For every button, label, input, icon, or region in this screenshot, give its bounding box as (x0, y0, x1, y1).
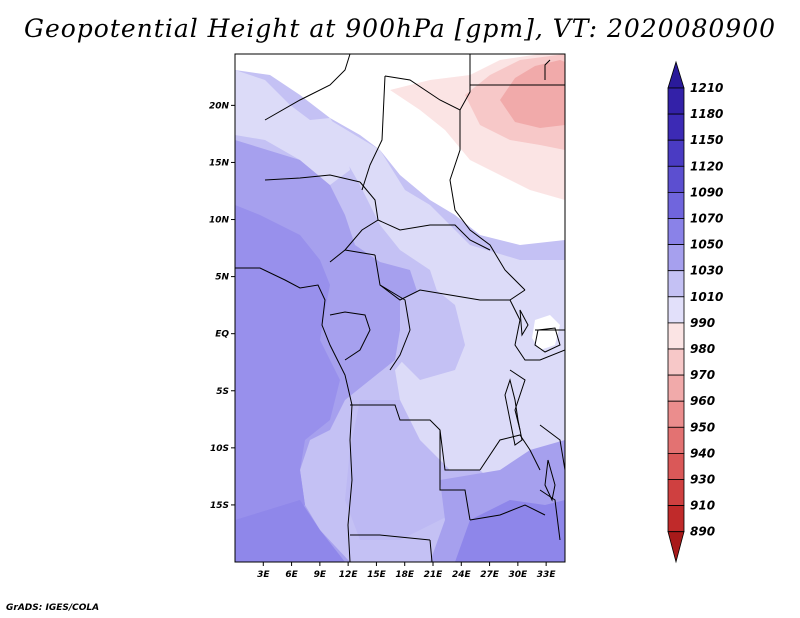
border-red-sea (544, 59, 551, 80)
border-congo (379, 284, 411, 371)
lat-label: 15N (209, 158, 230, 168)
colorbar-label: 940 (690, 446, 715, 460)
colorbar-label: 1010 (690, 290, 723, 304)
lat-label: 10N (209, 216, 230, 226)
colorbar-segment (667, 87, 685, 115)
lon-label: 18E (395, 570, 415, 580)
boundaries (235, 54, 565, 562)
border-gabon (329, 311, 371, 361)
border-namibia (429, 539, 433, 562)
border-angola-south (350, 534, 431, 541)
lon-label: 27E (480, 570, 500, 580)
region-990-lakes (532, 315, 560, 350)
lon-label: 15E (367, 570, 387, 580)
border-niger-nigeria (264, 174, 361, 183)
border-mozambique (539, 489, 561, 541)
colorbar-segment (667, 244, 685, 272)
region-1030-nw (235, 70, 350, 185)
lat-label: 20N (209, 101, 230, 111)
map-frame (234, 53, 566, 563)
colorbar-segment (667, 191, 685, 219)
border-chad-sudan (449, 110, 526, 291)
lon-label: 12E (339, 570, 359, 580)
border-car (377, 219, 491, 251)
lon-axis: 3E 6E 9E 12E 15E 18E 21E 24E 27E 30E 33E (257, 562, 556, 580)
lake-tanganyika (504, 378, 523, 446)
colorbar-label: 960 (690, 394, 715, 408)
colorbar-label: 1090 (690, 185, 723, 199)
colorbar-segment (667, 165, 685, 193)
colorbar-label: 1120 (690, 159, 723, 173)
region-970 (500, 60, 565, 128)
lon-label: 3E (257, 570, 270, 580)
border-chad-east (361, 75, 386, 191)
lat-label: 5S (216, 387, 229, 397)
border-nigeria-cameroon (329, 181, 379, 263)
border-north (264, 54, 351, 121)
lake-albert (519, 309, 529, 337)
colorbar-segment (667, 479, 685, 507)
colorbar-label: 890 (690, 525, 715, 539)
border-zambia (479, 434, 541, 471)
region-1070-se (455, 500, 565, 562)
lat-label: 5N (215, 273, 229, 283)
lon-label: 9E (314, 570, 327, 580)
region-1070 (235, 205, 340, 540)
colorbar-label: 910 (690, 499, 715, 513)
colorbar-segment (667, 218, 685, 246)
lat-label: EQ (215, 330, 229, 340)
border-tanzania (539, 424, 565, 471)
lon-label: 30E (509, 570, 529, 580)
lon-label: 24E (452, 570, 472, 580)
colorbar-segment (667, 400, 685, 428)
lon-label: 33E (537, 570, 557, 580)
region-1030-congo (400, 285, 465, 380)
chart-title: Geopotential Height at 900hPa [gpm], VT:… (23, 14, 777, 43)
colorbar-label: 970 (690, 368, 715, 382)
lon-label: 6E (285, 570, 298, 580)
colorbar-segment (667, 322, 685, 350)
colorbar-label: 1030 (690, 264, 723, 278)
colorbar-segment (667, 296, 685, 324)
border-zimbabwe (469, 504, 546, 521)
colorbar-label: 980 (690, 342, 715, 356)
colorbar-segment (667, 374, 685, 402)
colorbar-label: 1070 (690, 212, 723, 226)
colorbar-label: 1050 (690, 238, 723, 252)
colorbar-segment (667, 426, 685, 454)
colorbar-label: 990 (690, 316, 715, 330)
colorbar-segment (667, 270, 685, 298)
colorbar-segment (667, 113, 685, 141)
border-east-lakes (509, 299, 565, 361)
colorbar-label: 930 (690, 473, 715, 487)
colorbar-segment (667, 452, 685, 480)
credit-text: GrADS: IGES/COLA (6, 603, 100, 613)
lake-victoria (534, 327, 561, 353)
colorbar-label: 1210 (690, 81, 723, 95)
colorbar-segment (667, 505, 685, 533)
colorbar-label: 1180 (690, 107, 723, 121)
lat-label: 10S (210, 444, 229, 454)
colorbar-segment (667, 60, 685, 89)
coastline-west (235, 267, 353, 562)
lon-label: 21E (424, 570, 444, 580)
lat-axis: 20N 15N 10N 5N EQ 5S 10S 15S (209, 101, 235, 511)
colorbar-segment (667, 531, 685, 564)
lat-label: 15S (210, 501, 229, 511)
border-cameroon-south (344, 249, 376, 256)
border-drc-angola (350, 404, 480, 471)
colorbar-label: 1150 (690, 133, 723, 147)
colorbar-label: 950 (690, 420, 715, 434)
colorbar: 1210 1180 1150 1120 1090 1070 1050 1030 1010 990 9… (667, 60, 723, 564)
colorbar-segment (667, 348, 685, 376)
lake-malawi (544, 459, 556, 502)
colorbar-segment (667, 139, 685, 167)
border-angola-zambia (439, 430, 471, 521)
border-libya-egypt (384, 54, 471, 111)
height-field (235, 54, 565, 562)
region-1070-sw (235, 500, 345, 562)
